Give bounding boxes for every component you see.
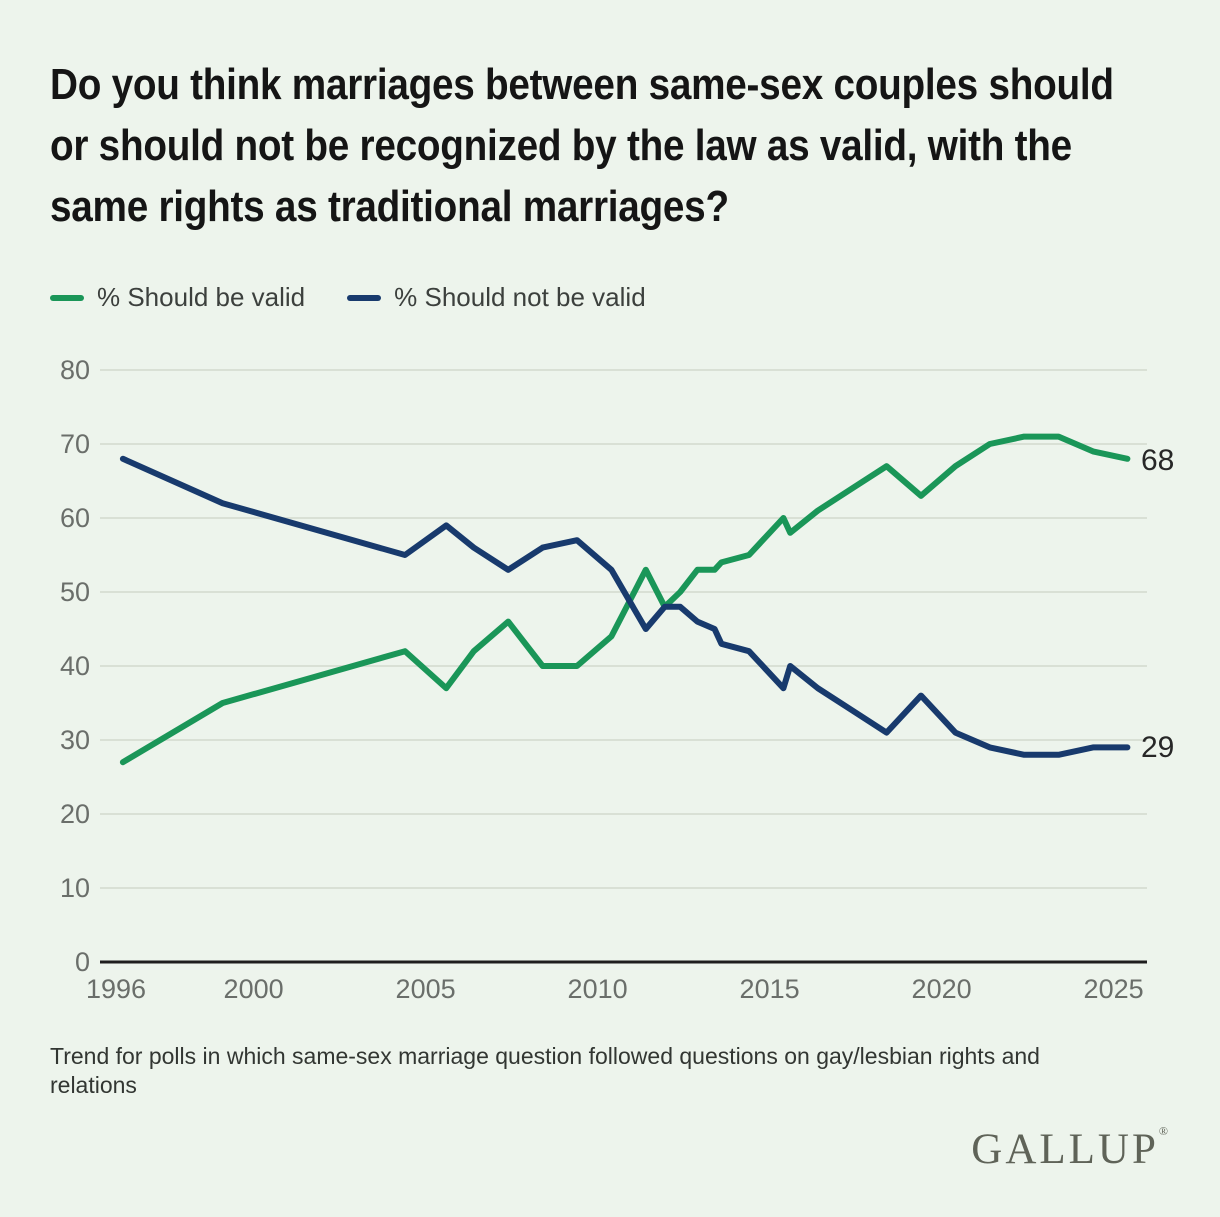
registered-trademark-icon: ® xyxy=(1158,1124,1168,1138)
x-tick-label-1996: 1996 xyxy=(86,974,146,1004)
legend-item-should-be-valid: % Should be valid xyxy=(50,282,305,313)
legend-label-should-not-be-valid: % Should not be valid xyxy=(394,282,646,312)
footnote-line-2: relations xyxy=(50,1072,137,1098)
y-tick-label-30: 30 xyxy=(60,725,90,755)
legend-swatch-green xyxy=(50,294,84,301)
legend-swatch-navy xyxy=(347,294,382,301)
title-line-3: same rights as traditional marriages? xyxy=(50,182,729,231)
x-tick-label-2010: 2010 xyxy=(568,974,628,1004)
y-tick-label-20: 20 xyxy=(60,799,90,829)
y-tick-label-60: 60 xyxy=(60,503,90,533)
x-tick-label-2000: 2000 xyxy=(224,974,284,1004)
y-tick-label-0: 0 xyxy=(75,947,90,977)
y-tick-label-50: 50 xyxy=(60,577,90,607)
y-tick-label-70: 70 xyxy=(60,429,90,459)
end-label-valid: 68 xyxy=(1141,444,1175,477)
footnote: Trend for polls in which same-sex marria… xyxy=(50,1042,1040,1100)
title-line-2: or should not be recognized by the law a… xyxy=(50,121,1072,170)
x-tick-label-2015: 2015 xyxy=(740,974,800,1004)
gallup-logo: GALLUP® xyxy=(971,1124,1168,1174)
y-tick-label-80: 80 xyxy=(60,355,90,385)
legend-label-should-be-valid: % Should be valid xyxy=(97,282,306,312)
page-title: Do you think marriages between same-sex … xyxy=(50,54,1220,237)
legend-item-should-not-be-valid: % Should not be valid xyxy=(347,282,646,313)
line-valid xyxy=(119,433,1131,766)
y-tick-label-40: 40 xyxy=(60,651,90,681)
footnote-line-1: Trend for polls in which same-sex marria… xyxy=(50,1043,1040,1069)
x-tick-label-2025: 2025 xyxy=(1084,974,1144,1004)
legend: % Should be valid % Should not be valid xyxy=(50,282,646,313)
x-tick-label-2005: 2005 xyxy=(396,974,456,1004)
gallup-wordmark: GALLUP xyxy=(971,1126,1159,1173)
y-tick-label-10: 10 xyxy=(60,873,90,903)
title-line-1: Do you think marriages between same-sex … xyxy=(50,60,1114,109)
x-tick-label-2020: 2020 xyxy=(912,974,972,1004)
end-label-not-valid: 29 xyxy=(1141,731,1175,764)
line-not-valid xyxy=(119,455,1131,758)
